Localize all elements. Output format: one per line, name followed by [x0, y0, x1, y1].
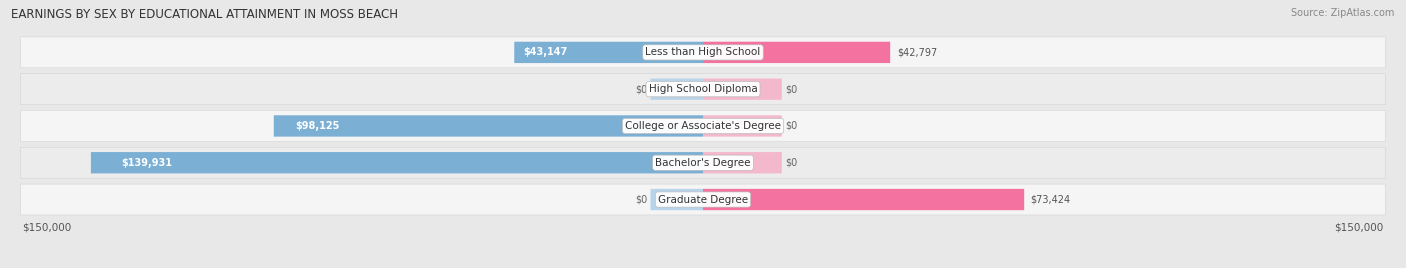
- FancyBboxPatch shape: [21, 184, 1385, 215]
- FancyBboxPatch shape: [703, 42, 890, 63]
- Text: Graduate Degree: Graduate Degree: [658, 195, 748, 204]
- FancyBboxPatch shape: [703, 79, 782, 100]
- Text: $0: $0: [785, 121, 797, 131]
- Text: EARNINGS BY SEX BY EDUCATIONAL ATTAINMENT IN MOSS BEACH: EARNINGS BY SEX BY EDUCATIONAL ATTAINMEN…: [11, 8, 398, 21]
- FancyBboxPatch shape: [21, 74, 1385, 105]
- Text: $0: $0: [636, 84, 647, 94]
- FancyBboxPatch shape: [703, 152, 782, 173]
- Text: $0: $0: [785, 84, 797, 94]
- Text: $139,931: $139,931: [121, 158, 173, 168]
- Text: Less than High School: Less than High School: [645, 47, 761, 57]
- FancyBboxPatch shape: [651, 189, 703, 210]
- FancyBboxPatch shape: [21, 147, 1385, 178]
- Text: $43,147: $43,147: [523, 47, 568, 57]
- Text: Bachelor's Degree: Bachelor's Degree: [655, 158, 751, 168]
- Text: High School Diploma: High School Diploma: [648, 84, 758, 94]
- FancyBboxPatch shape: [515, 42, 703, 63]
- FancyBboxPatch shape: [21, 110, 1385, 142]
- Text: Source: ZipAtlas.com: Source: ZipAtlas.com: [1291, 8, 1395, 18]
- Text: $73,424: $73,424: [1031, 195, 1071, 204]
- FancyBboxPatch shape: [274, 115, 703, 137]
- Text: $42,797: $42,797: [897, 47, 936, 57]
- FancyBboxPatch shape: [703, 189, 1024, 210]
- Text: $0: $0: [785, 158, 797, 168]
- FancyBboxPatch shape: [651, 79, 703, 100]
- Text: College or Associate's Degree: College or Associate's Degree: [626, 121, 780, 131]
- FancyBboxPatch shape: [91, 152, 703, 173]
- FancyBboxPatch shape: [703, 115, 782, 137]
- Text: $98,125: $98,125: [295, 121, 340, 131]
- FancyBboxPatch shape: [21, 37, 1385, 68]
- Text: $0: $0: [636, 195, 647, 204]
